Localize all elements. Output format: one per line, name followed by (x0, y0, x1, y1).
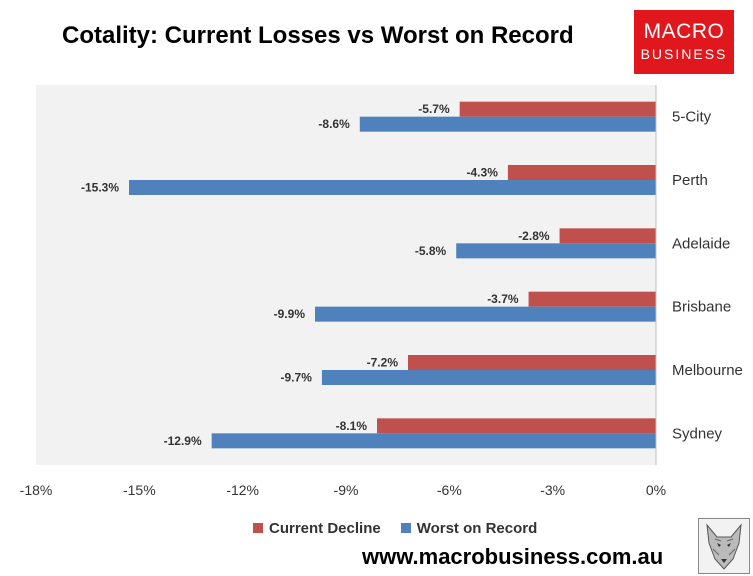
bar-worst (321, 370, 656, 385)
legend-item-current: Current Decline (253, 520, 381, 537)
data-label-current: -3.7% (487, 292, 519, 306)
legend-item-worst: Worst on Record (400, 519, 538, 537)
category-label: Brisbane (672, 299, 731, 316)
x-tick-label: -3% (540, 482, 565, 498)
chart-legend: Current Decline Worst on Record (253, 518, 557, 538)
bar-worst (456, 243, 656, 259)
data-label-current: -2.8% (518, 229, 550, 243)
data-label-current: -8.1% (336, 419, 368, 433)
bar-current (559, 228, 656, 244)
bar-current (507, 165, 656, 180)
legend-label-current: Current Decline (269, 519, 381, 537)
bar-worst (359, 116, 656, 132)
bar-current (459, 101, 656, 117)
website-url: www.macrobusiness.com.au (362, 544, 664, 569)
bar-worst (315, 306, 656, 322)
category-label: 5-City (672, 109, 712, 126)
bar-current (528, 291, 656, 307)
legend-swatch-current (253, 523, 263, 533)
x-tick-label: -9% (334, 482, 359, 498)
x-tick-label: -12% (226, 482, 259, 498)
wolf-logo-icon (698, 518, 750, 574)
data-label-current: -5.7% (418, 102, 450, 116)
x-tick-label: -15% (123, 482, 156, 498)
data-label-worst: -15.3% (81, 181, 119, 195)
x-tick-label: -18% (20, 482, 53, 498)
bar-worst (211, 433, 656, 449)
bar-chart: -5.7% -8.6% 5-City -4.3% -15.3% Perth -2.8% -5.… (20, 85, 743, 498)
data-label-current: -7.2% (367, 356, 399, 370)
data-label-worst: -8.6% (318, 117, 350, 131)
chart-title: Cotality: Current Losses vs Worst on Rec… (62, 22, 574, 49)
bar-current (408, 355, 656, 370)
logo-line-macro: MACRO (643, 20, 725, 43)
data-label-worst: -9.9% (274, 307, 306, 321)
legend-label-worst: Worst on Record (416, 519, 538, 537)
x-tick-label: 0% (646, 482, 666, 498)
plot-area (36, 85, 656, 465)
bar-worst (129, 180, 656, 195)
bar-current (377, 418, 656, 434)
macro-business-logo: MACRO BUSINESS (634, 10, 734, 74)
data-label-worst: -5.8% (415, 244, 447, 258)
category-label: Sydney (672, 425, 723, 442)
data-label-current: -4.3% (467, 166, 499, 180)
category-label: Perth (672, 172, 708, 189)
data-label-worst: -12.9% (164, 434, 202, 448)
category-label: Adelaide (672, 235, 730, 252)
data-label-worst: -9.7% (281, 371, 313, 385)
legend-swatch-worst (400, 523, 411, 533)
logo-line-business: BUSINESS (640, 46, 728, 62)
x-tick-label: -6% (437, 482, 462, 498)
category-label: Melbourne (672, 362, 743, 379)
